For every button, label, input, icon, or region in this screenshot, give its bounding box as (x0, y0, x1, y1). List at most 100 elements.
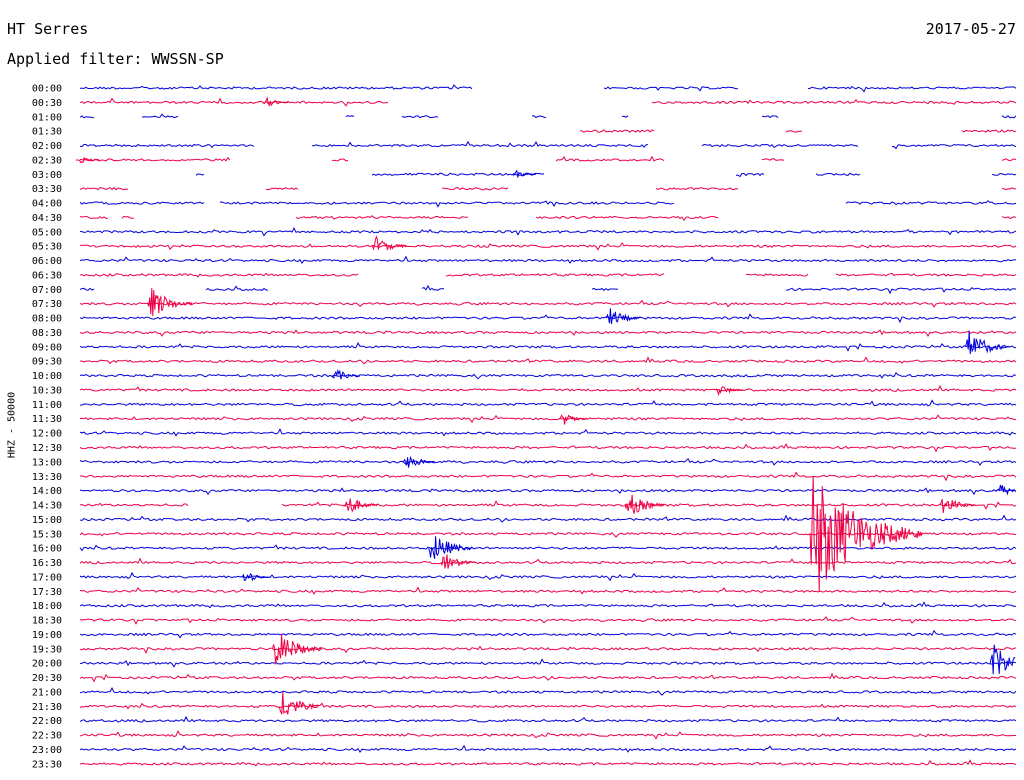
trace-line (79, 155, 1017, 162)
row-time-label: 05:30 (32, 242, 62, 253)
trace-line (79, 399, 1017, 407)
row-time-label: 13:30 (32, 472, 62, 483)
trace-line (79, 215, 1017, 221)
row-time-label: 23:30 (32, 759, 62, 770)
row-time-label: 05:00 (32, 227, 62, 238)
event-burst (989, 644, 1016, 675)
trace-line (79, 471, 1017, 482)
event-burst (440, 554, 476, 569)
trace-line (79, 487, 1017, 496)
trace-line (79, 140, 1017, 150)
event-burst (428, 536, 473, 559)
trace-line (79, 457, 1017, 466)
trace-line (79, 544, 1017, 552)
station-title: HT Serres (7, 20, 89, 38)
filter-label: Applied filter: WWSSN-SP (7, 50, 224, 68)
trace-line (79, 414, 1017, 424)
trace-line (579, 129, 1017, 133)
event-burst (964, 330, 1010, 355)
trace-line (79, 255, 1017, 265)
row-time-label: 04:00 (32, 199, 62, 210)
row-time-label: 22:00 (32, 716, 62, 727)
trace-line (79, 371, 1017, 380)
row-time-label: 09:00 (32, 342, 62, 353)
event-burst (343, 498, 379, 513)
row-time-label: 16:00 (32, 544, 62, 555)
row-time-label: 21:00 (32, 687, 62, 698)
event-burst (996, 484, 1016, 496)
event-burst (278, 691, 320, 715)
row-time-label: 08:00 (32, 314, 62, 325)
row-time-label: 02:30 (32, 155, 62, 166)
trace-line (79, 715, 1017, 723)
trace-line (79, 616, 1017, 625)
row-time-label: 12:30 (32, 443, 62, 454)
row-time-label: 01:30 (32, 127, 62, 138)
event-burst (808, 476, 923, 593)
trace-line (79, 200, 1017, 208)
row-time-label: 15:00 (32, 515, 62, 526)
trace-line (79, 384, 1017, 393)
row-time-label: 16:30 (32, 558, 62, 569)
trace-line (79, 687, 1017, 696)
trace-line (79, 730, 1017, 740)
row-time-label: 03:00 (32, 170, 62, 181)
event-burst (147, 288, 193, 317)
row-time-label: 04:30 (32, 213, 62, 224)
row-time-label: 20:00 (32, 659, 62, 670)
row-time-label: 20:30 (32, 673, 62, 684)
event-burst (75, 156, 100, 164)
row-time-label: 10:30 (32, 385, 62, 396)
trace-line (79, 97, 1017, 107)
row-time-label: 02:00 (32, 141, 62, 152)
trace-line (79, 356, 1017, 365)
event-burst (559, 414, 588, 425)
row-time-label: 00:30 (32, 98, 62, 109)
row-time-label: 19:00 (32, 630, 62, 641)
trace-line (79, 186, 1016, 191)
trace-line (79, 428, 1017, 437)
row-time-label: 18:00 (32, 601, 62, 612)
row-time-label: 19:30 (32, 644, 62, 655)
trace-line (79, 744, 1017, 754)
row-time-label: 14:30 (32, 501, 62, 512)
event-burst (715, 386, 743, 397)
trace-line (80, 84, 1017, 93)
row-time-label: 17:00 (32, 572, 62, 583)
trace-line (79, 242, 1017, 251)
trace-line (79, 658, 1017, 668)
trace-line (79, 759, 1017, 767)
event-burst (939, 498, 975, 513)
trace-line (79, 500, 1017, 510)
event-burst (624, 494, 665, 514)
event-burst (512, 169, 536, 178)
row-time-label: 11:30 (32, 414, 62, 425)
row-time-label: 12:00 (32, 429, 62, 440)
event-burst (605, 308, 641, 325)
trace-line (79, 645, 1017, 654)
row-time-label: 13:00 (32, 457, 62, 468)
row-time-label: 10:00 (32, 371, 62, 382)
trace-line (79, 272, 1017, 278)
row-time-label: 15:30 (32, 529, 62, 540)
row-time-label: 01:00 (32, 112, 62, 123)
row-time-label: 06:30 (32, 270, 62, 281)
trace-line (79, 514, 1017, 523)
row-time-label: 00:00 (32, 84, 62, 95)
trace-line (79, 672, 1017, 683)
date-label: 2017-05-27 (925, 20, 1016, 38)
trace-line (79, 342, 1017, 352)
row-time-label: 09:30 (32, 357, 62, 368)
row-time-label: 07:00 (32, 285, 62, 296)
row-time-label: 21:30 (32, 702, 62, 713)
row-time-label: 06:00 (32, 256, 62, 267)
row-time-label: 03:30 (32, 184, 62, 195)
trace-line (79, 113, 1017, 119)
event-burst (331, 368, 360, 380)
trace-line (195, 172, 1017, 178)
trace-line (79, 329, 1017, 337)
row-time-label: 07:30 (32, 299, 62, 310)
trace-line (79, 226, 1017, 237)
event-burst (272, 633, 323, 665)
